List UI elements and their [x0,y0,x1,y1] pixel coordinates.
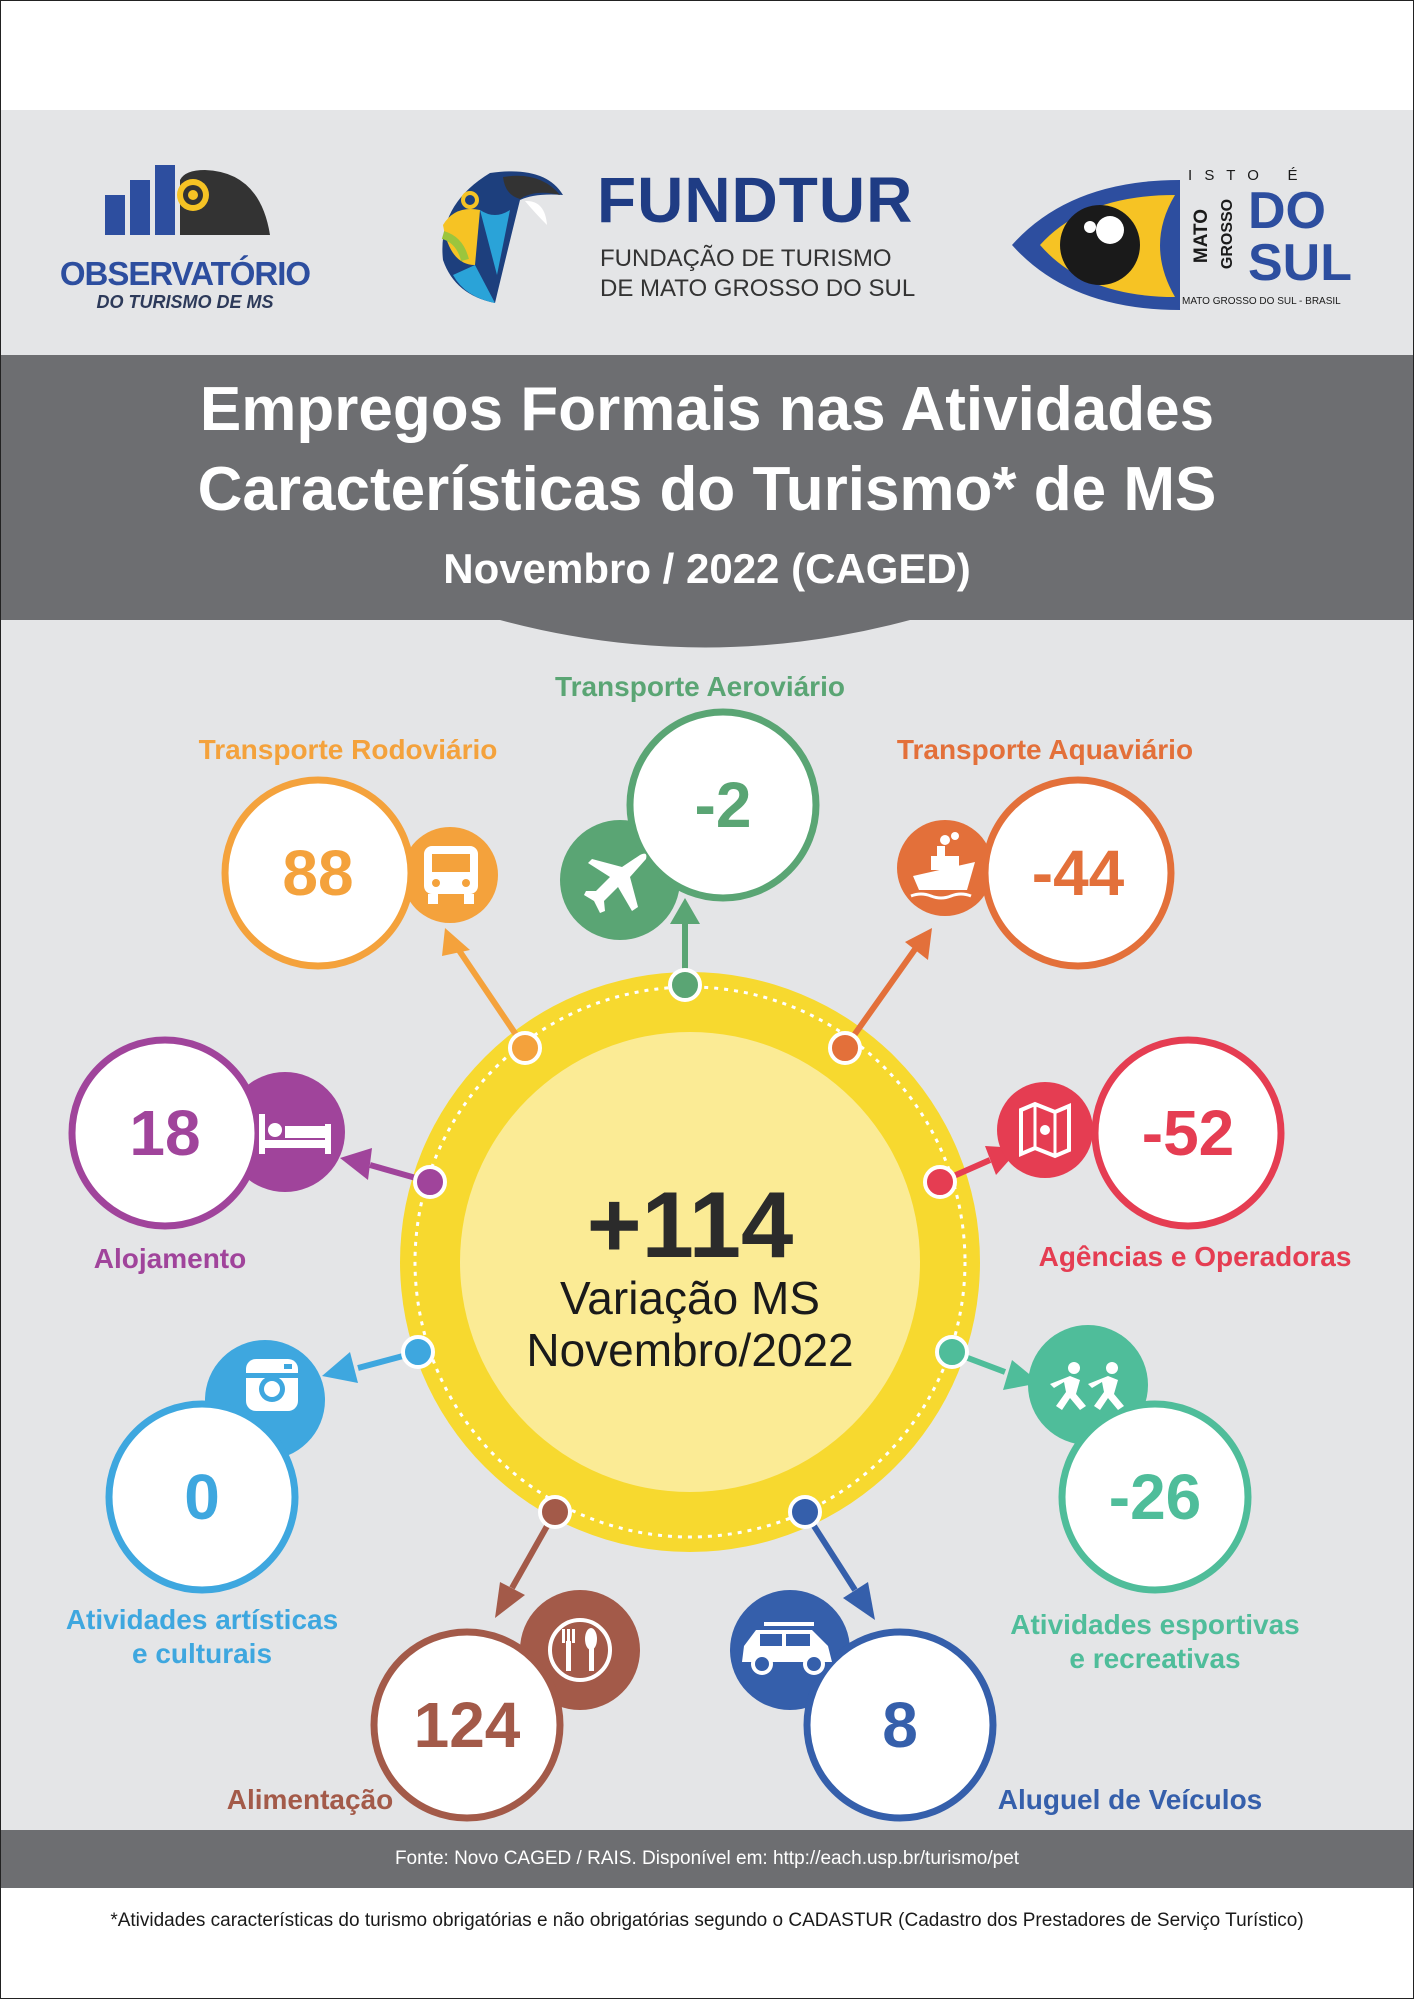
value-rodoviario: 88 [282,837,354,909]
label-esportivas-1: Atividades esportivas [1010,1609,1300,1640]
airplane-icon [584,853,647,913]
label-alimentacao: Alimentação [226,1784,394,1815]
center-line2: Novembro/2022 [526,1324,854,1376]
observatorio-mark-icon [105,165,270,235]
label-aluguel: Aluguel de Veículos [997,1784,1263,1815]
value-alimentacao: 124 [413,1689,521,1761]
bus-icon [424,846,478,904]
label-aereo: Transporte Aeroviário [555,671,845,702]
toucan-icon [441,171,563,303]
observatorio-logo: OBSERVATÓRIO DO TURISMO DE MS [55,150,315,320]
label-agencias: Agências e Operadoras [1038,1241,1352,1272]
title-subtitle: Novembro / 2022 (CAGED) [443,545,971,592]
ms-logo: I S T O É MATO GROSSO DO SUL MATO GROSSO… [1010,165,1370,315]
value-aereo: -2 [694,769,752,841]
fundtur-line1: FUNDAÇÃO DE TURISMO [600,245,892,272]
value-aquaviario: -44 [1031,837,1125,909]
fundtur-logo: FUNDTUR FUNDAÇÃO DE TURISMO DE MATO GROS… [435,165,955,310]
value-artisticas: 0 [184,1461,220,1533]
value-alojamento: 18 [129,1097,201,1169]
footer-source: Fonte: Novo CAGED / RAIS. Disponível em:… [394,1848,1020,1869]
runners-icon [1050,1362,1124,1410]
eye-icon [1012,180,1180,310]
title-line2: Características do Turismo* de MS [197,455,1217,524]
fundtur-line2: DE MATO GROSSO DO SUL [600,275,916,302]
map-icon [1019,1101,1071,1159]
ms-do: DO [1248,182,1326,240]
title-tab [500,600,910,648]
label-rodoviario: Transporte Rodoviário [198,734,498,765]
cutlery-icon [548,1618,612,1682]
label-esportivas-2: e recreativas [1069,1643,1241,1674]
value-agencias: -52 [1141,1097,1235,1169]
title-line1: Empregos Formais nas Atividades [199,375,1215,444]
value-esportivas: -26 [1108,1461,1202,1533]
camera-icon [246,1359,298,1411]
car-icon [742,1622,832,1675]
center-value: +114 [586,1172,794,1277]
center-line1: Variação MS [560,1272,820,1324]
ship-icon [910,832,975,900]
observatorio-name: OBSERVATÓRIO [59,255,311,292]
ms-tagline: MATO GROSSO DO SUL - BRASIL [1182,296,1341,307]
label-alojamento: Alojamento [93,1243,247,1274]
label-aquaviario: Transporte Aquaviário [896,734,1194,765]
observatorio-subtitle: DO TURISMO DE MS [96,292,274,312]
label-artisticas-1: Atividades artísticas [65,1604,339,1635]
title-band [1,355,1413,620]
footer-band [1,1830,1413,1888]
ms-isto-e: I S T O É [1188,167,1302,184]
ms-sul: SUL [1248,234,1352,292]
footer-note: *Atividades características do turismo o… [110,1910,1304,1931]
fundtur-name: FUNDTUR [597,164,914,236]
label-artisticas-2: e culturais [131,1638,273,1669]
bed-icon [259,1114,331,1154]
value-aluguel: 8 [882,1689,918,1761]
